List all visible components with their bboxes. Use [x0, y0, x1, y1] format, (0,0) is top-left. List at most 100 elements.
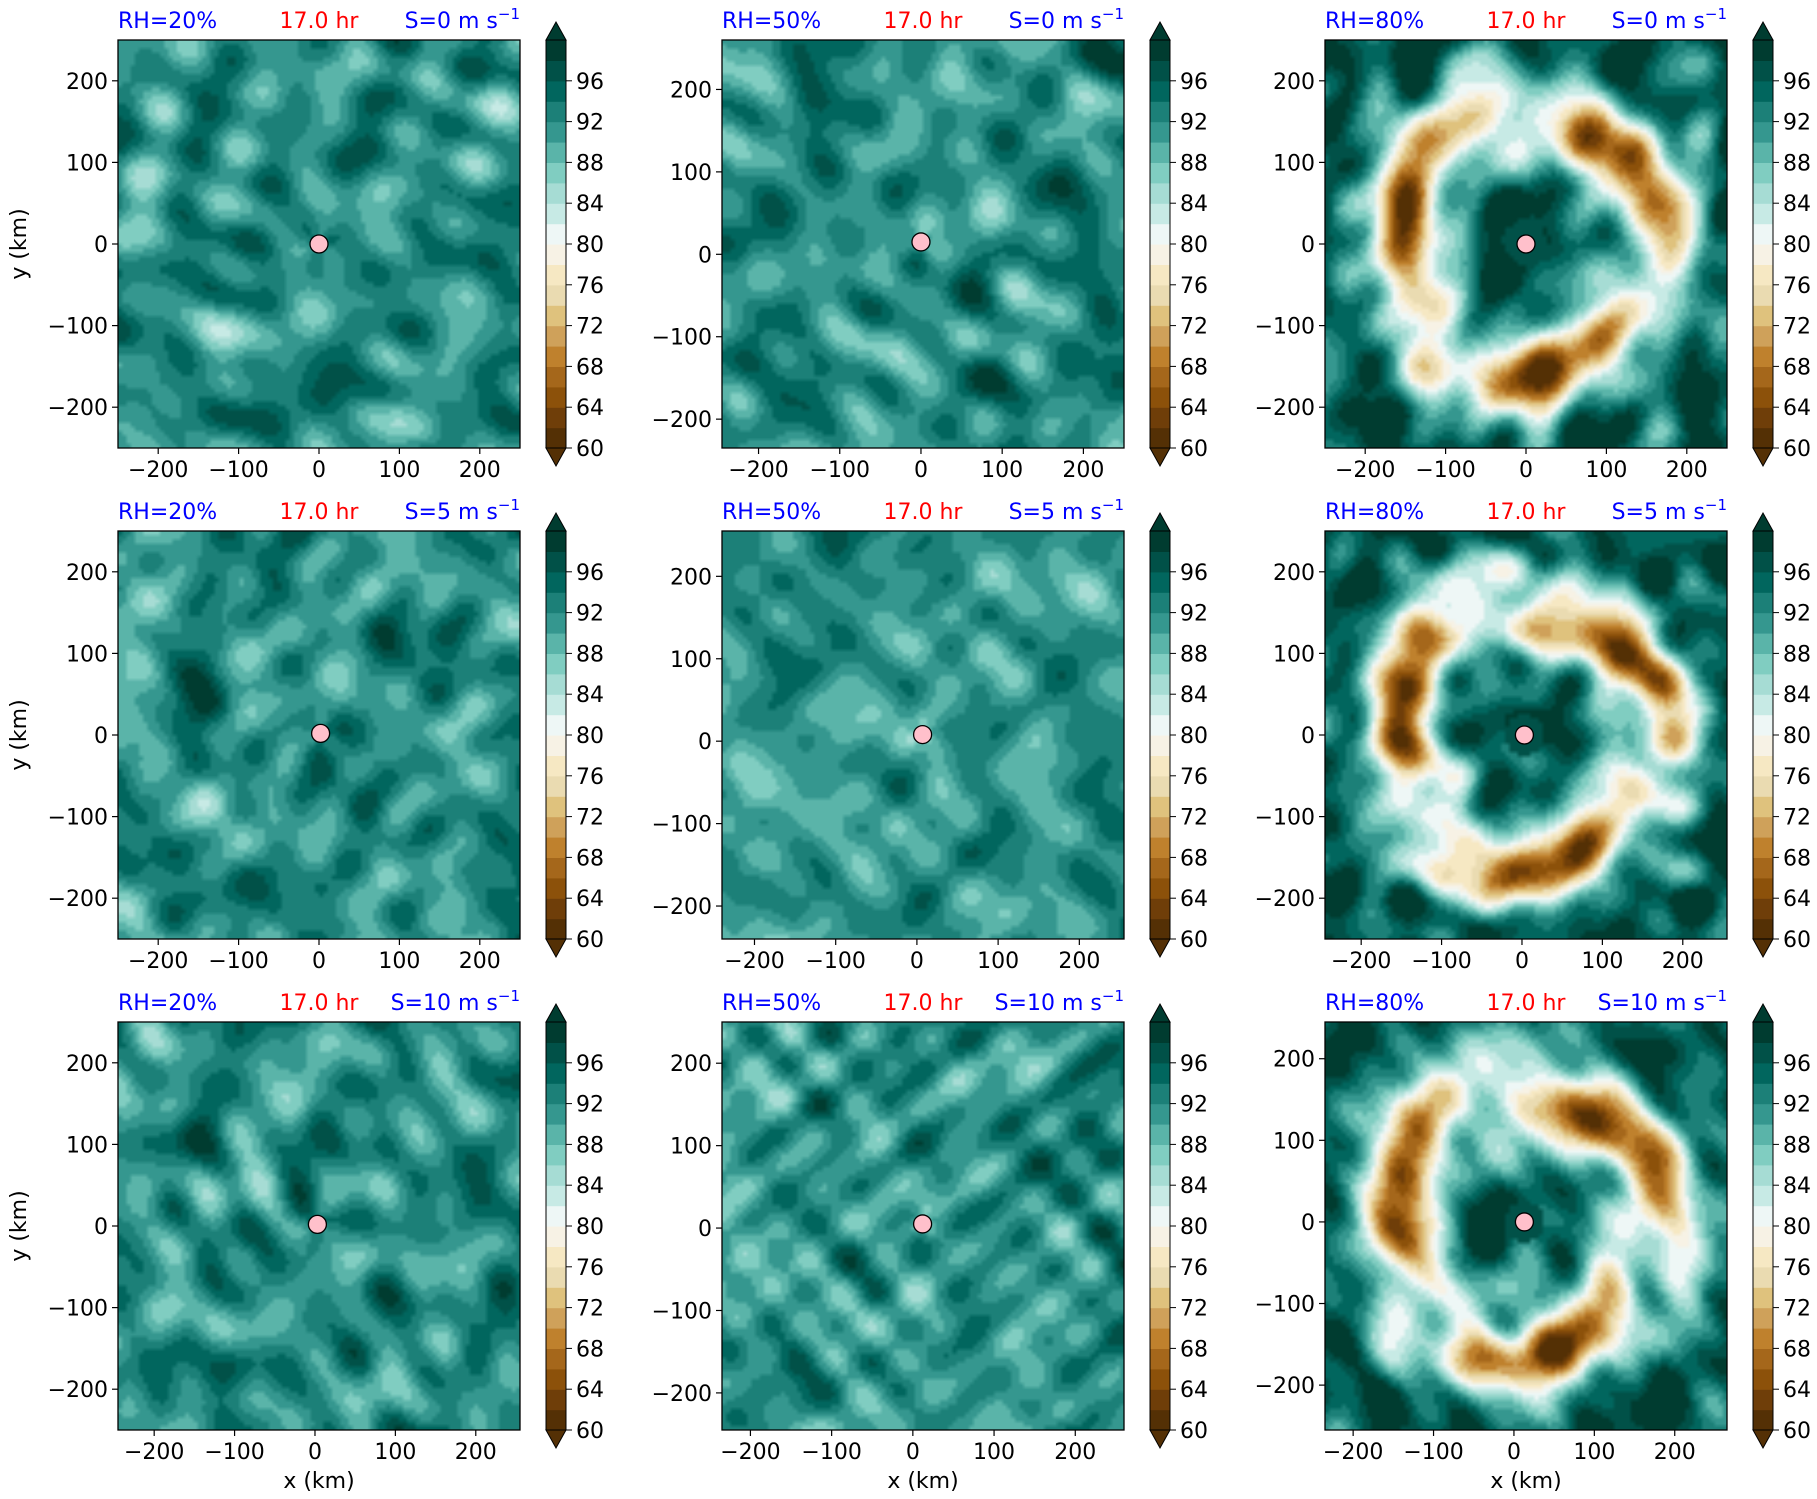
colorbar-segment: [1150, 284, 1170, 306]
colorbar-segment: [546, 40, 566, 61]
colorbar-tick-label: 80: [576, 1215, 604, 1240]
x-tick-label: 100: [1573, 1440, 1615, 1465]
x-tick-label: 200: [459, 949, 501, 974]
colorbar-tick-label: 84: [1180, 192, 1208, 217]
time-title: 17.0 hr: [1487, 9, 1567, 34]
colorbar-segment: [1150, 673, 1170, 695]
colorbar-tick-label: 80: [1783, 724, 1811, 749]
colorbar-segment: [546, 1409, 566, 1431]
panel-4: −200 −100 0 100 200 −200 −100 0 100 200 RH=20% 17.0…: [7, 496, 604, 974]
colorbar-extend-max: [545, 20, 567, 41]
y-tick-label: 100: [670, 161, 712, 186]
time-title: 17.0 hr: [884, 991, 964, 1016]
colorbar-segment: [546, 366, 566, 388]
x-tick-label: 200: [1058, 949, 1100, 974]
colorbar-segment: [546, 1266, 566, 1288]
colorbar-tick-label: 92: [1783, 1093, 1811, 1118]
colorbar-tick-label: 92: [576, 111, 604, 136]
colorbar-segment: [546, 142, 566, 163]
colorbar-tick-label: 60: [576, 1419, 604, 1444]
x-tick-label: 200: [1062, 458, 1104, 483]
x-tick-label: 100: [1581, 949, 1623, 974]
colorbar-segment: [1753, 386, 1773, 408]
colorbar-segment: [1150, 694, 1170, 716]
y-tick-label: 200: [1273, 561, 1315, 586]
y-tick-label: 100: [1273, 642, 1315, 667]
colorbar-segment: [1150, 223, 1170, 245]
colorbar-tick-label: 68: [1180, 1337, 1208, 1362]
colorbar-segment: [1753, 571, 1773, 593]
colorbar-extend-max: [1752, 1002, 1774, 1023]
colorbar-tick-label: 60: [1180, 1419, 1208, 1444]
colorbar-segment: [1753, 305, 1773, 327]
colorbar-segment: [546, 775, 566, 797]
colorbar-tick-label: 72: [1783, 1297, 1811, 1322]
colorbar: 60 64 68 72 76 80 84 88 92 96: [545, 1002, 604, 1450]
colorbar-segment: [546, 101, 566, 123]
colorbar-segment: [1753, 203, 1773, 225]
colorbar-segment: [1753, 325, 1773, 347]
shear-title: S=0 m s−1: [1612, 5, 1727, 34]
colorbar-segment: [546, 386, 566, 408]
colorbar-segment: [1150, 203, 1170, 225]
colorbar-segment: [546, 60, 566, 82]
colorbar: 60 64 68 72 76 80 84 88 92 96: [1149, 511, 1208, 959]
colorbar-tick-label: 68: [1180, 355, 1208, 380]
colorbar-tick-label: 88: [1783, 642, 1811, 667]
colorbar-segment: [1753, 837, 1773, 858]
colorbar-tick-label: 76: [1783, 1256, 1811, 1281]
colorbar-segment: [546, 244, 566, 265]
shear-title: S=5 m s−1: [1009, 496, 1124, 525]
colorbar-segment: [1150, 1083, 1170, 1105]
colorbar-segment: [1150, 857, 1170, 879]
colorbar-segment: [1753, 407, 1773, 429]
colorbar-segment: [1753, 551, 1773, 573]
colorbar-segment: [1753, 694, 1773, 716]
colorbar-tick-label: 84: [1783, 192, 1811, 217]
rh-title: RH=80%: [1325, 500, 1424, 525]
colorbar-extend-min: [545, 938, 567, 959]
colorbar-segment: [1150, 80, 1170, 102]
colorbar-tick-label: 88: [576, 642, 604, 667]
x-tick-label: 0: [1519, 458, 1533, 483]
colorbar-tick-label: 76: [576, 765, 604, 790]
colorbar-segment: [1753, 918, 1773, 940]
y-tick-label: −100: [1255, 1293, 1315, 1318]
colorbar-tick-label: 76: [1783, 274, 1811, 299]
colorbar-segment: [1150, 182, 1170, 204]
x-tick-label: 0: [312, 949, 326, 974]
colorbar-segment: [1150, 1164, 1170, 1186]
x-tick-label: −200: [1331, 949, 1391, 974]
colorbar-segment: [546, 182, 566, 204]
colorbar-segment: [546, 1307, 566, 1329]
colorbar-segment: [546, 694, 566, 716]
colorbar-tick-label: 60: [1180, 437, 1208, 462]
colorbar-tick-label: 72: [576, 1297, 604, 1322]
colorbar-segment: [1150, 1266, 1170, 1288]
colorbar-tick-label: 72: [1783, 806, 1811, 831]
x-tick-label: 100: [374, 1440, 416, 1465]
colorbar-tick-label: 80: [1783, 233, 1811, 258]
shear-title: S=10 m s−1: [1598, 987, 1727, 1016]
colorbar-segment: [1753, 142, 1773, 163]
y-tick-label: 100: [670, 1135, 712, 1160]
x-axis-label: x (km): [283, 1469, 354, 1494]
colorbar-segment: [1150, 40, 1170, 61]
panel-5: −200 −100 0 100 200 −200 −100 0 100 200 RH=50% 17.0…: [652, 496, 1208, 974]
colorbar-segment: [1753, 1103, 1773, 1125]
colorbar-tick-label: 68: [576, 1337, 604, 1362]
colorbar-tick-label: 80: [1180, 233, 1208, 258]
y-tick-label: −100: [1255, 806, 1315, 831]
colorbar-segment: [546, 407, 566, 429]
colorbar-segment: [546, 837, 566, 858]
colorbar-segment: [1150, 244, 1170, 265]
colorbar-segment: [546, 1348, 566, 1370]
colorbar-segment: [546, 1328, 566, 1349]
colorbar-segment: [546, 531, 566, 552]
colorbar-tick-label: 84: [1180, 1174, 1208, 1199]
x-tick-label: 200: [1654, 1440, 1696, 1465]
y-axis-label: y (km): [7, 1190, 32, 1261]
colorbar-segment: [546, 898, 566, 920]
colorbar-tick-label: 64: [1783, 396, 1811, 421]
colorbar-segment: [1753, 264, 1773, 286]
